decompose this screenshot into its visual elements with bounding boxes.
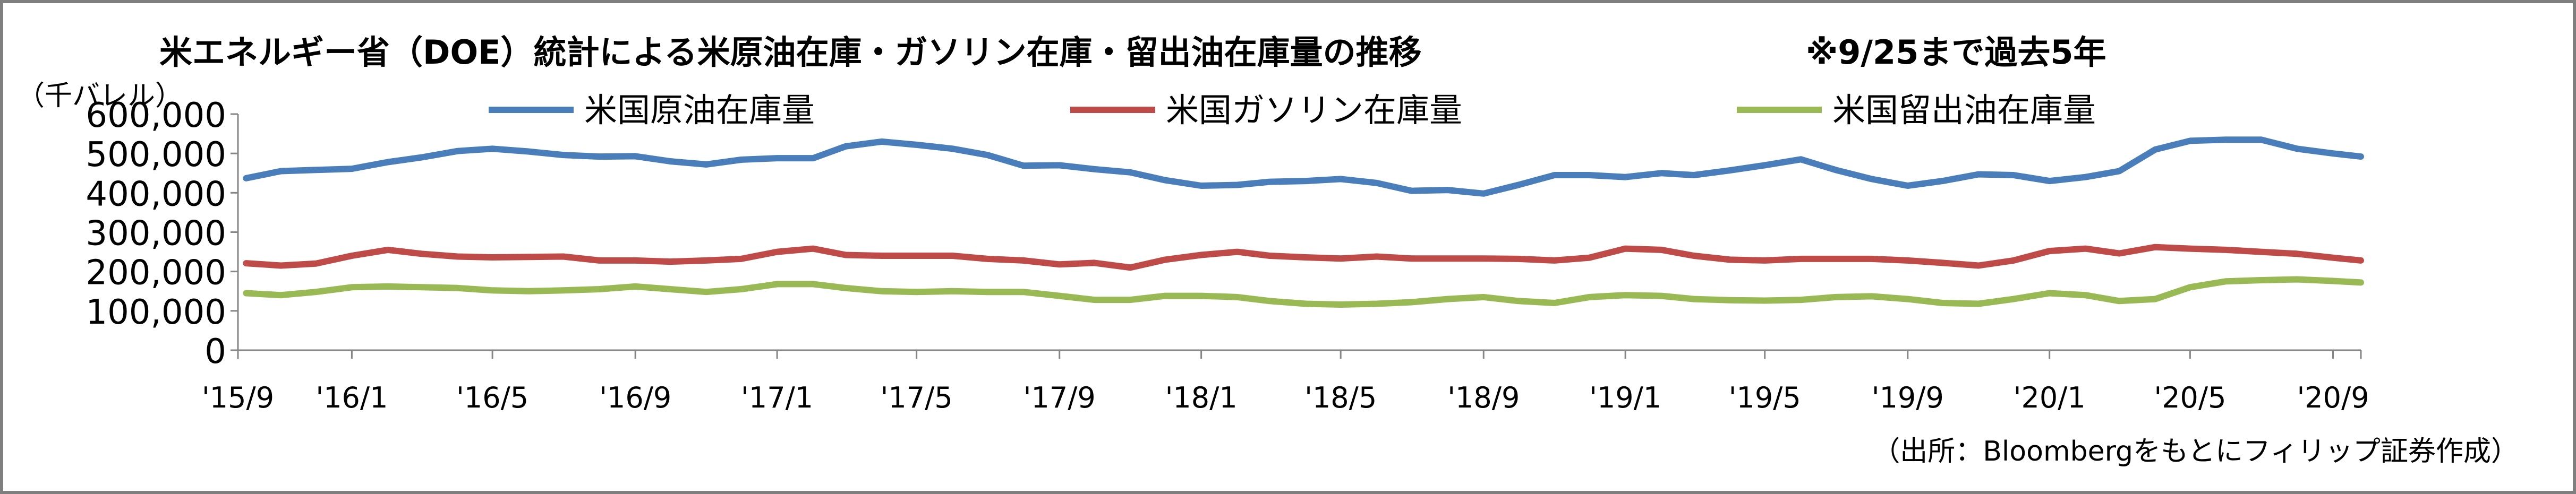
y-tick-label: 500,000 (86, 135, 226, 175)
series-layer (243, 136, 2364, 308)
x-tick-label: '17/9 (1023, 381, 1096, 414)
legend: 米国原油在庫量 米国ガソリン在庫量 米国留出油在庫量 (489, 91, 2096, 129)
x-tick-label: '15/9 (202, 381, 274, 414)
x-tick-label: '18/5 (1304, 381, 1377, 414)
x-tick-label: '16/1 (315, 381, 388, 414)
x-tick-label: '17/5 (881, 381, 953, 414)
legend-label-2: 米国ガソリン在庫量 (1166, 91, 1462, 129)
series-line-1 (243, 136, 2364, 197)
y-tick-label: 300,000 (86, 214, 226, 254)
x-tick-label: '19/9 (1872, 381, 1944, 414)
axes: 0100,000200,000300,000400,000500,000600,… (86, 96, 2369, 414)
chart-subtitle: ※9/25まで過去5年 (1806, 33, 2106, 72)
y-axis-unit-label: （千バレル） (17, 80, 183, 112)
y-tick-label: 400,000 (86, 175, 226, 214)
x-tick-label: '20/5 (2154, 381, 2226, 414)
legend-label-3: 米国留出油在庫量 (1832, 91, 2096, 129)
source-note: （出所：Bloombergをもとにフィリップ証券作成） (1872, 436, 2519, 467)
x-tick-label: '17/1 (741, 381, 813, 414)
x-tick-label: '20/9 (2297, 381, 2369, 414)
legend-label-1: 米国原油在庫量 (584, 91, 815, 129)
x-tick-label: '18/1 (1165, 381, 1238, 414)
series-line-2 (243, 244, 2364, 271)
series-line-3 (243, 276, 2364, 308)
y-tick-label: 0 (204, 332, 226, 371)
x-tick-label: '19/1 (1589, 381, 1661, 414)
y-tick-label: 200,000 (86, 254, 226, 293)
chart-title: 米エネルギー省（DOE）統計による米原油在庫・ガソリン在庫・留出油在庫量の推移 (159, 33, 1422, 72)
x-tick-label: '19/5 (1729, 381, 1801, 414)
x-tick-label: '16/5 (456, 381, 528, 414)
y-tick-label: 100,000 (86, 293, 226, 332)
y-tick-label: 600,000 (86, 96, 226, 135)
x-tick-label: '16/9 (599, 381, 671, 414)
x-tick-label: '18/9 (1447, 381, 1520, 414)
x-tick-label: '20/1 (2014, 381, 2086, 414)
